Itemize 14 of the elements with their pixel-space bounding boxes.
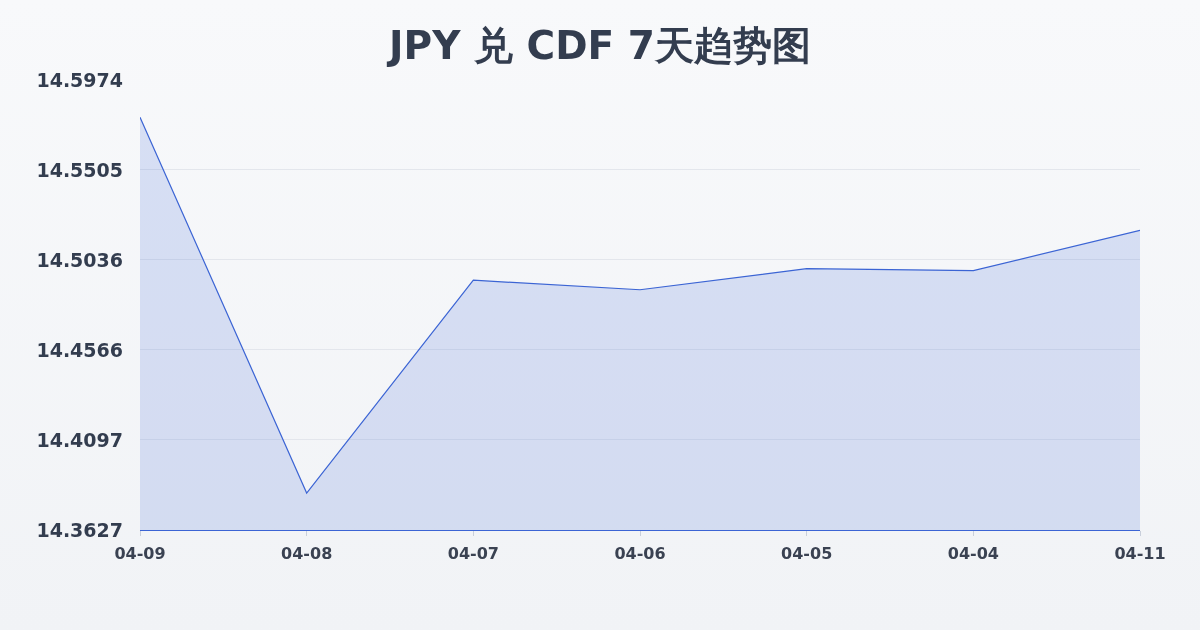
y-tick-label: 14.4566 [36, 338, 123, 361]
y-tick-label: 14.4097 [36, 428, 123, 451]
chart-title: JPY 兑 CDF 7天趋势图 [386, 22, 811, 68]
x-tick-label: 04-06 [614, 544, 666, 564]
x-tick-label: 04-09 [114, 544, 166, 564]
x-tick-label: 04-05 [781, 544, 833, 564]
y-tick-label: 14.5036 [36, 248, 123, 271]
y-tick-label: 14.5974 [36, 68, 123, 91]
x-tick-label: 04-04 [947, 544, 999, 564]
x-tick-label: 04-07 [447, 544, 499, 564]
x-tick-label: 04-08 [281, 544, 333, 564]
x-tick-label: 04-11 [1114, 544, 1166, 564]
y-tick-label: 14.5505 [36, 158, 123, 181]
y-tick-label: 14.3627 [36, 518, 123, 541]
